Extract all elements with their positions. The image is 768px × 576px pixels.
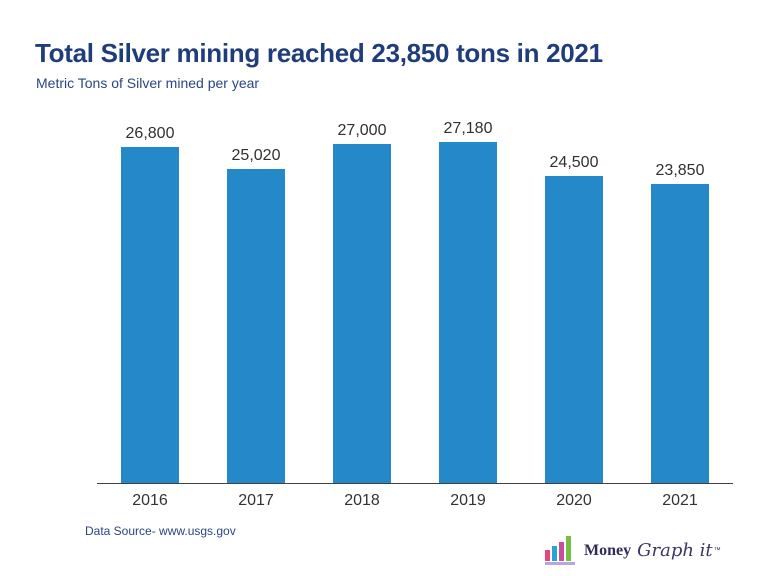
bar-value-label-2016: 26,800 [125,125,175,142]
x-axis-label-2020: 2020 [556,492,592,509]
bars-area: 26,800 25,020 27,000 27,180 24,500 23,850 [97,118,733,484]
chart-title: Total Silver mining reached 23,850 tons … [35,38,603,68]
data-source-note: Data Source- www.usgs.gov [85,524,236,538]
bar-2019 [439,142,497,483]
logo-word-graphit: Graph it [637,540,713,561]
brand-logo: Money Graph it ™ [545,536,721,565]
logo-icon-bar [566,536,571,561]
logo-icon-bar [552,546,557,561]
bar-value-label-2021: 23,850 [655,162,705,179]
trademark-symbol: ™ [713,547,721,554]
bar-slot-2016: 26,800 [97,118,203,483]
x-axis-label-2018: 2018 [344,492,380,509]
logo-word-money: Money [584,541,632,559]
x-axis-label-2021: 2021 [662,492,698,509]
chart-subtitle: Metric Tons of Silver mined per year [36,75,260,91]
bar-slot-2021: 23,850 [627,118,733,483]
logo-icon-bar [545,550,550,561]
logo-icon-underline [545,562,575,565]
logo-icon-bar [559,542,564,561]
bar-slot-2018: 27,000 [309,118,415,483]
bar-value-label-2017: 25,020 [231,147,281,164]
bar-2016 [121,147,179,483]
x-axis-label-2019: 2019 [450,492,486,509]
bar-value-label-2019: 27,180 [443,120,493,137]
bar-slot-2019: 27,180 [415,118,521,483]
bar-2021 [651,184,709,483]
bar-2020 [545,176,603,483]
bar-value-label-2020: 24,500 [549,154,599,171]
bar-value-label-2018: 27,000 [337,122,387,139]
bar-slot-2020: 24,500 [521,118,627,483]
bar-chart: 26,800 25,020 27,000 27,180 24,500 23,850 201… [97,118,733,510]
bar-slot-2017: 25,020 [203,118,309,483]
logo-icon-bars [545,536,571,561]
x-axis-label-2016: 2016 [132,492,168,509]
x-axis-labels: 2016 2017 2018 2019 2020 2021 [97,484,733,510]
x-axis-label-2017: 2017 [238,492,274,509]
bar-2017 [227,169,285,483]
bar-2018 [333,144,391,483]
bar-chart-logo-icon [545,536,575,565]
